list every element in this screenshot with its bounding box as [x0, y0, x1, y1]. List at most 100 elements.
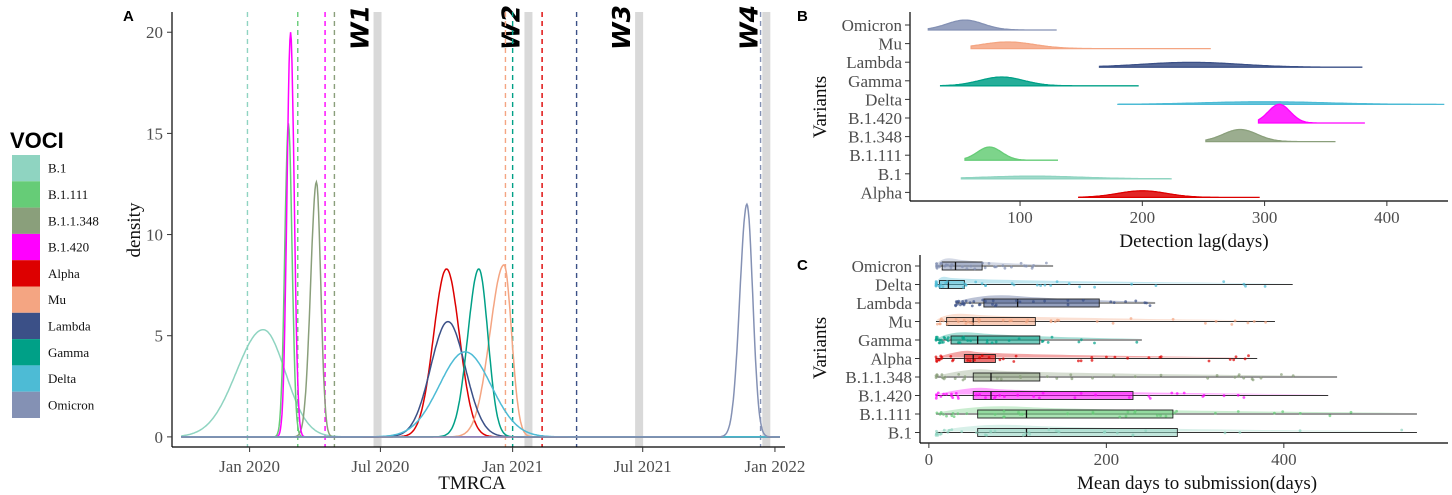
legend-swatch-omicron: [12, 391, 40, 418]
point-gamma: [946, 339, 950, 343]
panel-a-y-tick-label: 10: [146, 226, 163, 245]
point-b-1-1-348: [1242, 376, 1246, 380]
panel-b-category-mu: Mu: [878, 35, 902, 54]
point-b-1: [942, 428, 946, 432]
legend-label-b-1: B.1: [48, 161, 66, 176]
legend-swatch-b-1-420: [12, 233, 40, 261]
point-gamma: [990, 341, 994, 345]
point-b-1-111: [1020, 412, 1024, 416]
point-b-1-1-348: [999, 377, 1003, 381]
panel-b-category-delta: Delta: [865, 90, 902, 109]
point-b-1-111: [1002, 409, 1006, 413]
point-mu: [964, 322, 968, 325]
density-curve-b-1-420: [181, 32, 780, 438]
point-lambda: [968, 301, 972, 305]
point-b-1: [1027, 430, 1031, 434]
point-alpha: [949, 355, 953, 358]
point-b-1-420: [1170, 391, 1174, 395]
point-mu: [1057, 319, 1061, 322]
point-mu: [939, 319, 942, 322]
point-lambda: [1032, 300, 1035, 303]
box-b-1-420: [934, 387, 1329, 400]
point-delta: [974, 280, 978, 284]
point-b-1-111: [965, 412, 969, 415]
panel-b-category-b-1-420: B.1.420: [848, 109, 902, 128]
point-b-1-111: [1164, 414, 1168, 418]
point-alpha: [966, 359, 970, 362]
point-b-1-1-348: [940, 373, 944, 376]
box-b-1: [934, 424, 1417, 437]
point-delta: [1093, 285, 1096, 289]
legend: VOCI B.1 B.1.111 B.1.1.348 B.1.420 Alpha Mu La…: [10, 128, 99, 418]
ridge-b-1-348: [1205, 128, 1336, 143]
point-b-1: [993, 429, 997, 433]
point-b-1: [935, 429, 938, 433]
panel-c-x-tick-label: 0: [925, 450, 934, 469]
point-mu: [1214, 320, 1218, 323]
ridge-b-1-111: [964, 146, 1058, 161]
point-mu: [962, 318, 966, 322]
point-alpha: [1228, 358, 1232, 361]
point-b-1-420: [1222, 394, 1226, 398]
point-b-1-111: [1173, 411, 1176, 415]
point-delta: [1035, 283, 1039, 287]
point-b-1-111: [1118, 415, 1122, 419]
point-b-1-420: [1175, 392, 1179, 395]
legend-label-omicron: Omicron: [48, 397, 95, 412]
ridge-mu: [970, 41, 1211, 50]
point-alpha: [1077, 359, 1080, 363]
point-alpha: [1079, 359, 1083, 363]
point-delta: [1039, 284, 1042, 287]
point-omicron: [1023, 264, 1026, 268]
point-b-1-1-348: [1237, 373, 1241, 376]
point-gamma: [969, 339, 972, 343]
point-b-1-420: [1094, 393, 1097, 397]
point-gamma: [942, 335, 946, 339]
point-lambda: [977, 303, 981, 307]
point-b-1-111: [950, 414, 954, 417]
point-b-1-420: [939, 395, 943, 398]
point-alpha: [1001, 357, 1005, 361]
box-lambda: [954, 295, 1156, 308]
panel-b-category-alpha: Alpha: [860, 183, 902, 202]
point-b-1-420: [1148, 397, 1152, 400]
point-alpha: [951, 359, 954, 363]
ridge-delta: [1117, 101, 1445, 106]
point-mu: [1204, 321, 1207, 325]
point-b-1: [946, 430, 950, 434]
point-b-1-420: [954, 392, 958, 395]
point-b-1-111: [1133, 409, 1137, 413]
panel-c-category-alpha: Alpha: [870, 350, 912, 369]
point-b-1-1-348: [1018, 375, 1022, 378]
wave-band-w1: [373, 12, 382, 447]
violin-delta: [935, 276, 1293, 284]
point-omicron: [965, 267, 969, 270]
point-b-1-420: [936, 391, 940, 395]
point-alpha: [973, 358, 976, 362]
density-curve-alpha: [181, 268, 780, 438]
point-gamma: [1093, 341, 1096, 345]
point-b-1-420: [1147, 394, 1151, 398]
point-gamma: [958, 341, 962, 345]
density-curve-b-1: [181, 328, 780, 438]
point-lambda: [991, 303, 994, 306]
point-alpha: [1014, 354, 1018, 358]
point-lambda: [1148, 304, 1152, 307]
point-alpha: [998, 358, 1002, 362]
point-b-1: [1024, 432, 1027, 435]
point-omicron: [993, 265, 997, 269]
iqr-box-b-1-420: [972, 391, 1134, 400]
point-mu: [936, 322, 939, 326]
point-b-1-1-348: [1259, 376, 1263, 380]
point-b-1-111: [1281, 410, 1285, 413]
point-delta: [941, 285, 945, 289]
point-b-1-420: [1127, 396, 1131, 399]
point-b-1-1-348: [935, 373, 939, 377]
point-lambda: [1015, 299, 1018, 303]
density-curve-b-1-1-348: [181, 179, 780, 438]
point-b-1: [1054, 429, 1058, 433]
panel-a-x-tick-label: Jan 2022: [744, 457, 805, 476]
panel-b-x-tick-label: 400: [1374, 208, 1400, 227]
density-curve-mu: [181, 264, 780, 438]
point-omicron: [1010, 265, 1013, 269]
